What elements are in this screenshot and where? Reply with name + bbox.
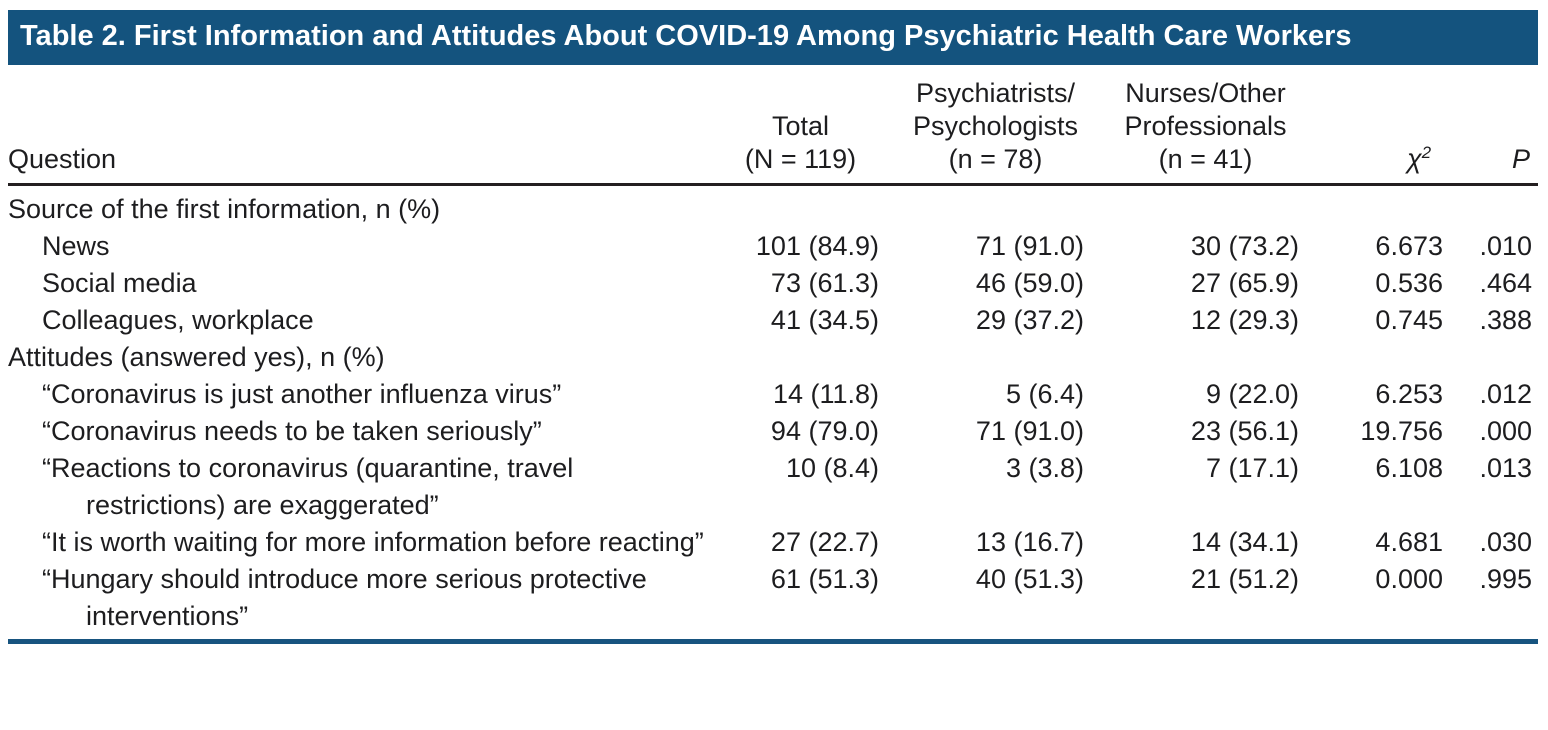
- section-label: Source of the first information, n (%): [8, 194, 441, 224]
- table-row: “It is worth waiting for more informatio…: [8, 524, 1538, 561]
- psychiatrists-cell: 5 (6.4): [1005, 379, 1084, 409]
- psychiatrists-cell: 40 (51.3): [975, 564, 1084, 594]
- p-value-cell: .012: [1479, 379, 1532, 409]
- column-header-psychiatrists: Psychiatrists/ Psychologists (n = 78): [893, 77, 1098, 186]
- column-header-nurses: Nurses/Other Professionals (n = 41): [1098, 77, 1313, 186]
- section-row: Source of the first information, n (%): [8, 185, 1538, 229]
- total-cell: 61 (51.3): [770, 564, 879, 594]
- column-header-chi-squared: χ2: [1313, 77, 1453, 186]
- data-table: Question Total (N = 119) Psychiatrists/ …: [8, 77, 1538, 635]
- chi-squared-cell: 6.673: [1375, 231, 1443, 261]
- chi-squared-cell: 4.681: [1375, 527, 1443, 557]
- column-header-total: Total (N = 119): [708, 77, 893, 186]
- table-row: News 101 (84.9) 71 (91.0) 30 (73.2) 6.67…: [8, 228, 1538, 265]
- chi-squared-cell: 19.756: [1360, 416, 1443, 446]
- table-body: Source of the first information, n (%) N…: [8, 185, 1538, 636]
- nurses-cell: 7 (17.1): [1205, 453, 1299, 483]
- psychiatrists-cell: 13 (16.7): [975, 527, 1084, 557]
- table-title-bar: Table 2. First Information and Attitudes…: [8, 10, 1538, 65]
- table-row: “Coronavirus needs to be taken seriously…: [8, 413, 1538, 450]
- psychiatrists-cell: 71 (91.0): [975, 231, 1084, 261]
- table-row: “Coronavirus is just another influenza v…: [8, 376, 1538, 413]
- nurses-cell: 14 (34.1): [1190, 527, 1299, 557]
- p-value-cell: .464: [1479, 268, 1532, 298]
- psychiatrists-cell: 3 (3.8): [1005, 453, 1084, 483]
- p-value-cell: .995: [1479, 564, 1532, 594]
- chi-squared-cell: 6.253: [1375, 379, 1443, 409]
- p-value-cell: .388: [1479, 305, 1532, 335]
- p-value-cell: .013: [1479, 453, 1532, 483]
- question-cell: “It is worth waiting for more informatio…: [42, 527, 704, 557]
- total-cell: 41 (34.5): [770, 305, 879, 335]
- chi-squared-cell: 0.000: [1375, 564, 1443, 594]
- table-row: “Hungary should introduce more serious p…: [8, 561, 1538, 635]
- column-header-question: Question: [8, 77, 708, 186]
- question-cell: “Coronavirus is just another influenza v…: [42, 379, 562, 409]
- question-cell: “Coronavirus needs to be taken seriously…: [42, 416, 542, 446]
- total-cell: 14 (11.8): [772, 379, 879, 409]
- bottom-rule: [8, 639, 1538, 644]
- question-cell: “Reactions to coronavirus (quarantine, t…: [42, 453, 574, 520]
- chi-squared-cell: 0.536: [1375, 268, 1443, 298]
- p-value-cell: .000: [1479, 416, 1532, 446]
- psychiatrists-cell: 46 (59.0): [975, 268, 1084, 298]
- psychiatrists-cell: 29 (37.2): [975, 305, 1084, 335]
- section-label: Attitudes (answered yes), n (%): [8, 342, 385, 372]
- table-row: Colleagues, workplace 41 (34.5) 29 (37.2…: [8, 302, 1538, 339]
- nurses-cell: 23 (56.1): [1190, 416, 1299, 446]
- total-cell: 27 (22.7): [770, 527, 879, 557]
- total-cell: 73 (61.3): [770, 268, 879, 298]
- nurses-cell: 9 (22.0): [1205, 379, 1299, 409]
- table-header: Question Total (N = 119) Psychiatrists/ …: [8, 77, 1538, 186]
- p-value-cell: .010: [1479, 231, 1532, 261]
- question-cell: News: [42, 231, 110, 261]
- psychiatrists-cell: 71 (91.0): [975, 416, 1084, 446]
- question-cell: Colleagues, workplace: [42, 305, 314, 335]
- page: Table 2. First Information and Attitudes…: [8, 10, 1538, 644]
- nurses-cell: 27 (65.9): [1190, 268, 1299, 298]
- total-cell: 101 (84.9): [755, 231, 879, 261]
- nurses-cell: 12 (29.3): [1190, 305, 1299, 335]
- nurses-cell: 21 (51.2): [1190, 564, 1299, 594]
- column-header-p-value: P: [1453, 77, 1538, 186]
- question-cell: “Hungary should introduce more serious p…: [42, 564, 647, 631]
- total-cell: 94 (79.0): [770, 416, 879, 446]
- nurses-cell: 30 (73.2): [1190, 231, 1299, 261]
- section-row: Attitudes (answered yes), n (%): [8, 339, 1538, 376]
- chi-squared-cell: 6.108: [1375, 453, 1443, 483]
- total-cell: 10 (8.4): [785, 453, 879, 483]
- question-cell: Social media: [42, 268, 197, 298]
- chi-squared-cell: 0.745: [1375, 305, 1443, 335]
- table-title: Table 2. First Information and Attitudes…: [20, 20, 1352, 52]
- p-value-cell: .030: [1479, 527, 1532, 557]
- table-row: Social media 73 (61.3) 46 (59.0) 27 (65.…: [8, 265, 1538, 302]
- table-row: “Reactions to coronavirus (quarantine, t…: [8, 450, 1538, 524]
